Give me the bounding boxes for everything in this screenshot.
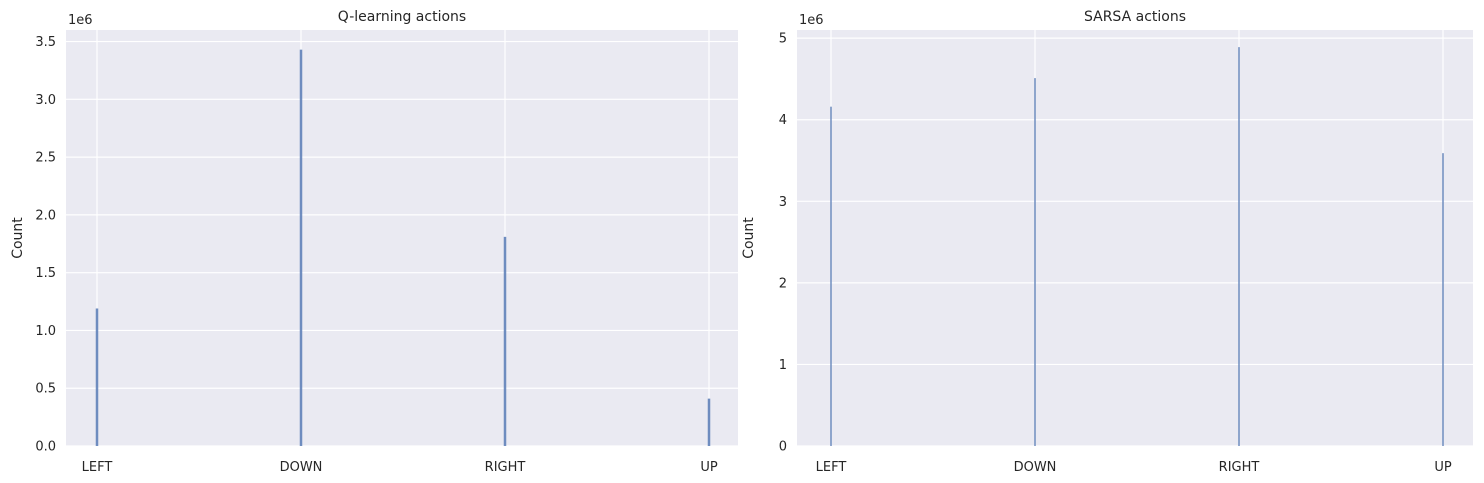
chart-title: SARSA actions — [1084, 9, 1186, 25]
y-tick-label: 4 — [779, 113, 787, 128]
bar-right — [1238, 47, 1240, 446]
x-tick-label-down: DOWN — [280, 460, 323, 475]
bar-right — [503, 236, 507, 446]
y-tick-label: 5 — [779, 32, 787, 47]
y-offset-label: 1e6 — [799, 13, 824, 28]
x-tick-label-down: DOWN — [1014, 460, 1057, 475]
plot-area — [797, 30, 1473, 446]
y-tick-label: 3.0 — [35, 93, 56, 108]
x-tick-label-up: UP — [700, 460, 718, 475]
x-tick-label-left: LEFT — [816, 460, 847, 475]
sarsa-chart: 0 1 2 3 4 5 LEFT DOWN RIGHT UP SARSA actions Count 1… — [741, 9, 1473, 475]
x-tick-label-left: LEFT — [82, 460, 113, 475]
x-tick-label-right: RIGHT — [1219, 460, 1260, 475]
bar-up — [707, 398, 711, 446]
bar-down — [1034, 78, 1036, 446]
bar-up — [1442, 153, 1444, 446]
y-tick-label: 3.5 — [35, 35, 56, 50]
y-tick-label: 0.5 — [35, 382, 56, 397]
y-tick-label: 1.5 — [35, 266, 56, 281]
x-tick-label-right: RIGHT — [485, 460, 526, 475]
y-offset-label: 1e6 — [68, 13, 93, 28]
chart-title: Q-learning actions — [338, 9, 466, 25]
bar-left — [95, 308, 99, 446]
plot-area — [66, 30, 738, 446]
y-tick-label: 1 — [779, 358, 787, 373]
y-axis-label: Count — [741, 217, 757, 259]
y-tick-label: 2 — [779, 276, 787, 291]
y-tick-label: 0.0 — [35, 440, 56, 455]
y-axis-label: Count — [10, 217, 26, 259]
y-tick-label: 2.0 — [35, 208, 56, 223]
y-tick-label: 2.5 — [35, 151, 56, 166]
q-learning-chart: 0.0 0.5 1.0 1.5 2.0 2.5 3.0 3.5 LEFT DOWN RIGHT UP Q… — [10, 9, 738, 475]
y-tick-label: 0 — [779, 440, 787, 455]
y-tick-label: 1.0 — [35, 324, 56, 339]
bar-down — [299, 49, 303, 447]
y-tick-label: 3 — [779, 195, 787, 210]
bar-left — [830, 106, 832, 447]
x-tick-label-up: UP — [1434, 460, 1452, 475]
